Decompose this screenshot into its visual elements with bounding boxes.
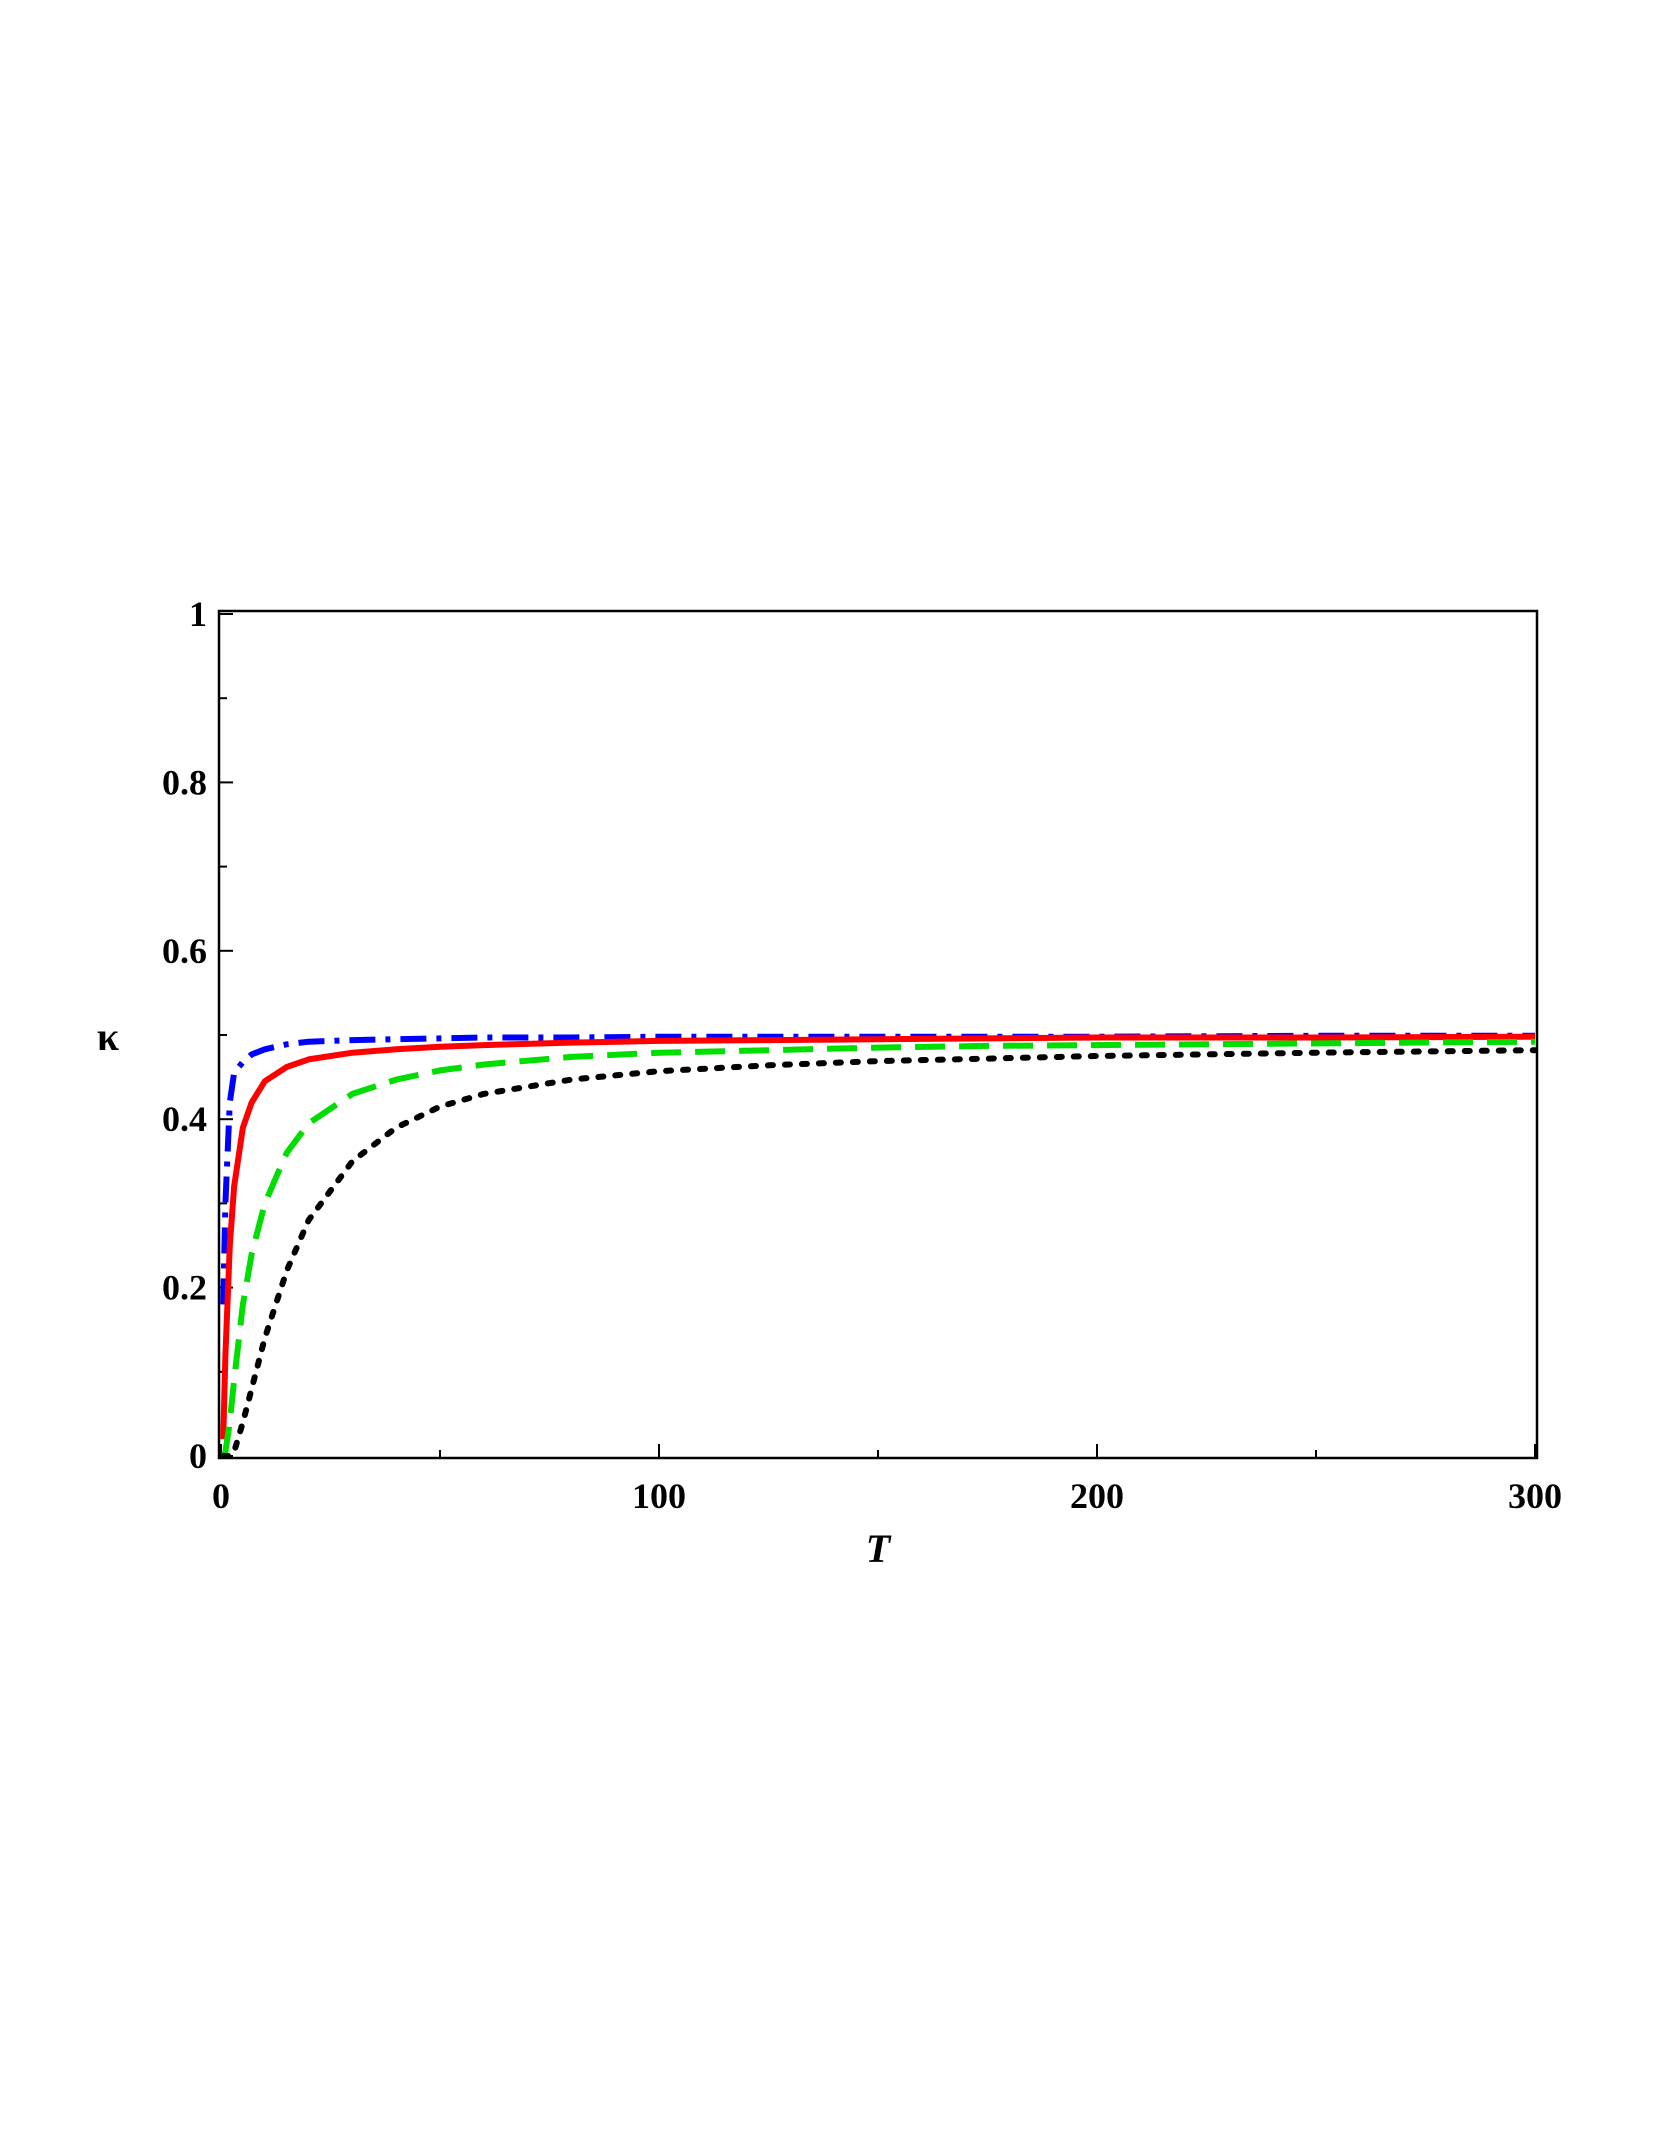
x-tick-label: 200: [1070, 1476, 1124, 1516]
series-line-4: [220, 1047, 1538, 1459]
y-tick-label: 1: [189, 594, 207, 634]
y-tick-label: 0: [189, 1436, 207, 1476]
x-axis-label: T: [866, 1526, 892, 1571]
series-lines: [220, 1032, 1538, 1459]
x-tick-label: 100: [632, 1476, 686, 1516]
y-tick-label: 0.6: [162, 931, 207, 971]
y-tick-label: 0.8: [162, 762, 207, 802]
x-axis-ticks: 0 100 200 300: [212, 1444, 1562, 1516]
series-line-3: [220, 1038, 1536, 1458]
y-axis-label: κ: [97, 1014, 119, 1059]
x-tick-label: 300: [1508, 1476, 1562, 1516]
series-line-2: [220, 1033, 1536, 1440]
series-line-1: [220, 1032, 1535, 1305]
x-tick-label: 0: [212, 1476, 230, 1516]
y-axis-ticks: 0 0.2 0.4 0.6 0.8 1: [162, 594, 233, 1476]
y-tick-label: 0.4: [162, 1099, 207, 1139]
y-tick-label: 0.2: [162, 1268, 207, 1308]
